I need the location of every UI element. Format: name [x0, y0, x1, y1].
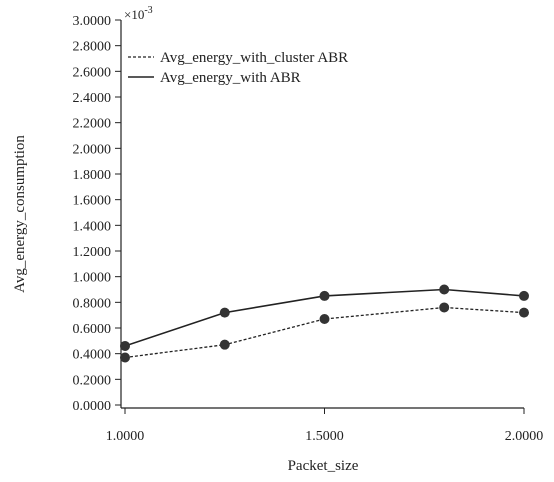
- data-point: [120, 352, 130, 363]
- legend-label-1: Avg_energy_with_cluster ABR: [160, 50, 348, 66]
- data-point: [219, 307, 230, 318]
- y-tick-label: 1.4000: [73, 219, 112, 234]
- y-scale-label: ×10-3: [124, 5, 153, 22]
- data-point: [219, 339, 230, 350]
- y-tick-label: 2.2000: [73, 117, 112, 132]
- x-tick-label: 1.5000: [305, 429, 344, 444]
- y-tick-label: 1.6000: [73, 194, 112, 209]
- data-point: [439, 302, 450, 313]
- legend-label-2: Avg_energy_with ABR: [160, 70, 301, 86]
- y-tick-label: 0.0000: [73, 399, 112, 414]
- legend: Avg_energy_with_cluster ABR Avg_energy_wi…: [128, 50, 348, 86]
- data-point: [519, 290, 529, 301]
- y-tick-label: 1.8000: [73, 168, 112, 183]
- x-tick-label: 1.0000: [106, 429, 145, 444]
- data-point: [120, 340, 130, 351]
- series-line: [124, 306, 525, 359]
- y-scale-exponent: -3: [144, 5, 152, 16]
- x-axis: 1.0000 1.5000 2.0000: [106, 407, 544, 444]
- data-point: [319, 290, 330, 301]
- y-tick-label: 2.0000: [73, 142, 112, 157]
- series-1: [120, 302, 529, 363]
- y-tick-label: 3.0000: [73, 14, 112, 29]
- y-tick-label: 2.4000: [73, 91, 112, 106]
- y-tick-label: 2.8000: [73, 40, 112, 55]
- y-tick-label: 1.2000: [73, 245, 112, 260]
- data-point: [439, 284, 450, 295]
- y-tick-label: 2.6000: [73, 65, 112, 80]
- series-2: [120, 284, 529, 351]
- y-tick-label: 0.8000: [73, 296, 112, 311]
- x-axis-title: Packet_size: [288, 458, 359, 474]
- y-axis-title: Avg_energy_consumption: [12, 135, 28, 293]
- y-tick-label: 1.0000: [73, 271, 112, 286]
- series-layer: [120, 284, 529, 363]
- y-tick-label: 0.6000: [73, 322, 112, 337]
- x-tick-label: 2.0000: [505, 429, 544, 444]
- data-point: [519, 307, 529, 318]
- y-tick-label: 0.2000: [73, 373, 112, 388]
- y-scale-base: ×10: [124, 7, 144, 22]
- y-tick-label: 0.4000: [73, 348, 112, 363]
- y-axis: 0.0000 0.2000 0.4000 0.6000 0.8000 1.0000 1.20…: [73, 14, 122, 414]
- data-point: [319, 314, 330, 325]
